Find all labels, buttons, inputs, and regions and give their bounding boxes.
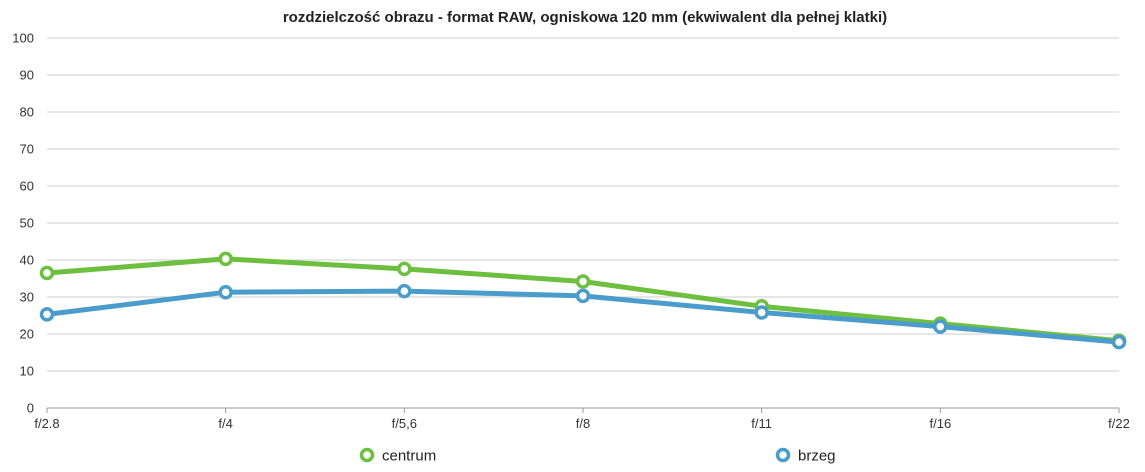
x-tick-label: f/22: [1108, 416, 1130, 431]
y-axis-ticks: 0 10 20 30 40 50 60 70 80 90 100: [12, 31, 34, 416]
y-tick-label: 30: [20, 290, 34, 305]
y-tick-label: 90: [20, 68, 34, 83]
legend: centrum brzeg: [359, 447, 836, 465]
legend-label-brzeg: brzeg: [798, 448, 836, 465]
data-point-brzeg: [39, 307, 55, 322]
data-point-centrum: [575, 274, 591, 289]
series-points: [39, 251, 1127, 350]
data-point-brzeg: [575, 288, 591, 304]
y-tick-label: 60: [20, 179, 34, 194]
x-axis-ticks: f/2.8 f/4 f/5,6 f/8 f/11 f/16 f/22: [34, 408, 1130, 431]
data-point-brzeg: [754, 305, 769, 320]
data-point-brzeg: [218, 284, 233, 300]
y-tick-label: 0: [27, 401, 34, 416]
y-tick-label: 40: [20, 253, 34, 268]
x-tick-label: f/11: [751, 416, 772, 431]
y-tick-label: 10: [20, 364, 34, 379]
y-tick-label: 80: [20, 105, 34, 120]
data-point-brzeg: [933, 319, 948, 334]
x-tick-label: f/2.8: [34, 416, 59, 431]
x-tick-label: f/16: [929, 416, 951, 431]
data-point-centrum: [218, 251, 233, 267]
chart-title: rozdzielczość obrazu - format RAW, ognis…: [283, 9, 887, 26]
y-tick-label: 50: [20, 216, 34, 231]
legend-marker-centrum: [359, 447, 375, 463]
data-point-centrum: [39, 265, 55, 281]
x-tick-label: f/8: [576, 416, 590, 431]
y-tick-label: 100: [12, 31, 34, 46]
y-tick-label: 20: [20, 327, 34, 342]
legend-label-centrum: centrum: [382, 448, 436, 465]
data-point-brzeg: [1111, 334, 1127, 350]
y-tick-label: 70: [20, 142, 34, 157]
x-tick-label: f/5,6: [392, 416, 417, 431]
gridlines: [47, 37, 1119, 409]
legend-marker-brzeg: [775, 447, 791, 463]
x-tick-label: f/4: [218, 416, 232, 431]
data-point-centrum: [397, 261, 412, 277]
data-point-brzeg: [397, 283, 412, 299]
